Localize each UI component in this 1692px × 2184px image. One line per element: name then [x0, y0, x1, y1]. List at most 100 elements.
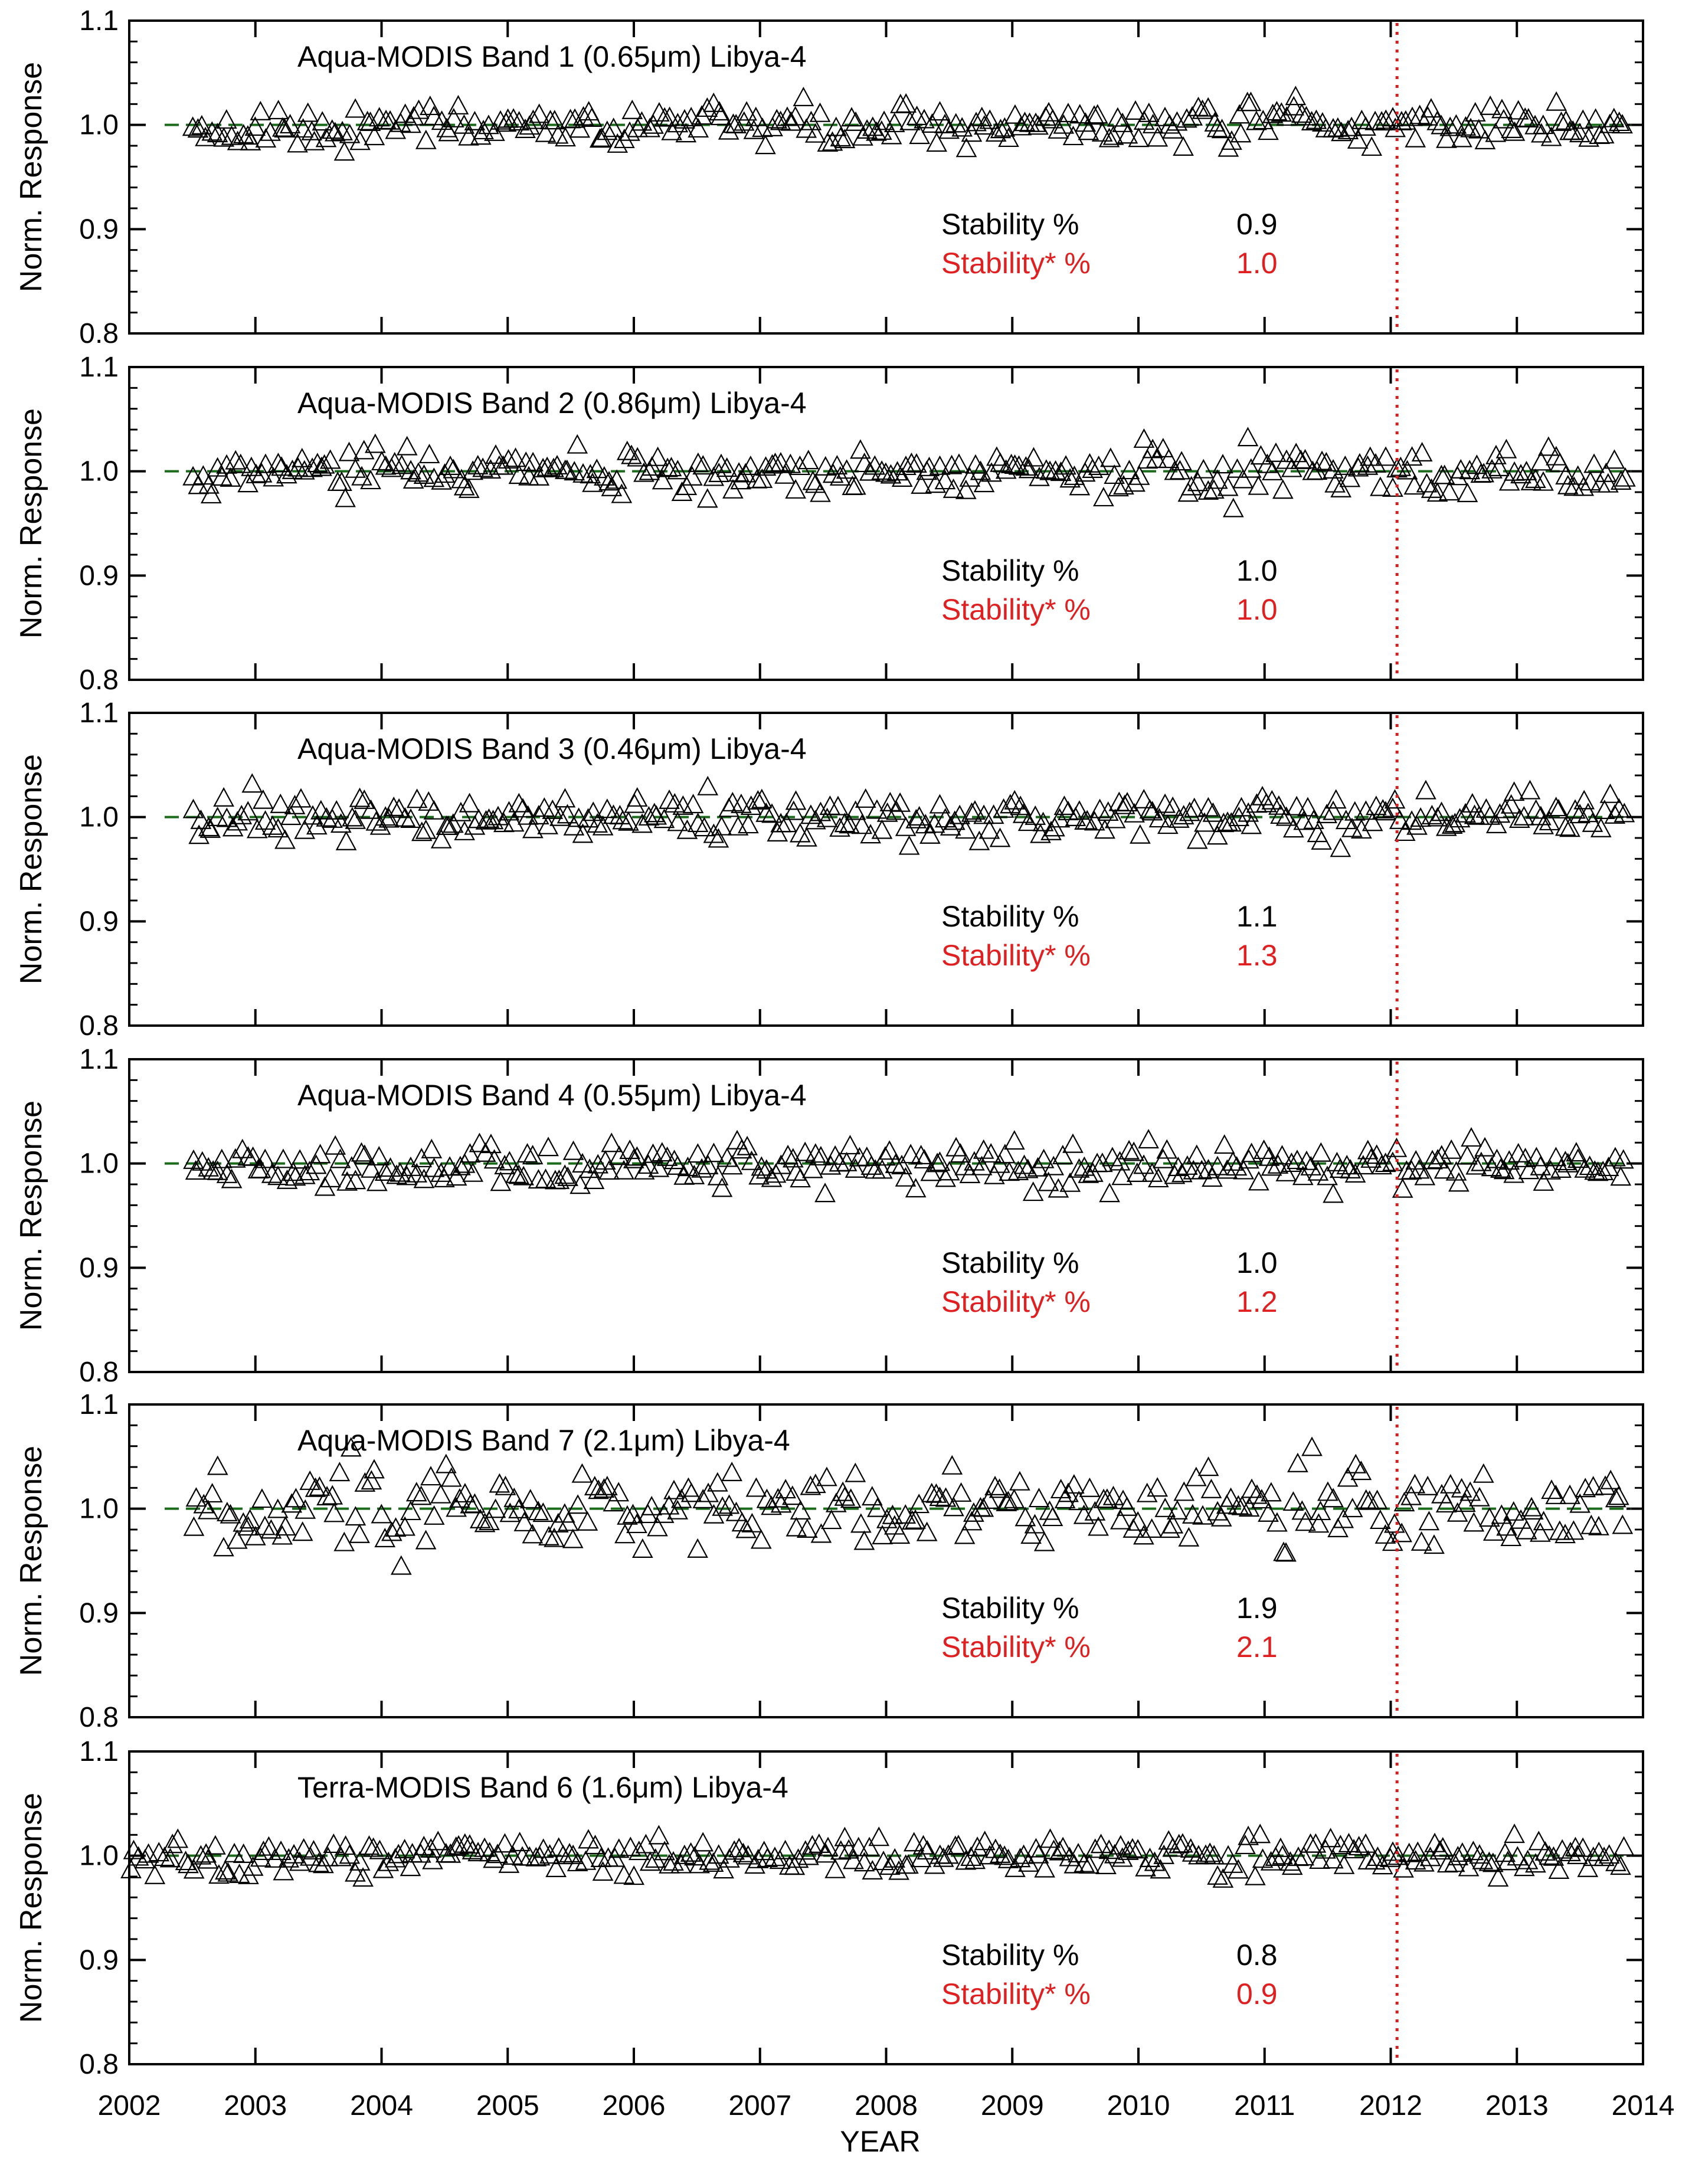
data-point — [331, 471, 352, 491]
data-point — [193, 1494, 215, 1514]
data-point — [914, 109, 935, 129]
data-point — [876, 802, 898, 822]
data-point — [697, 775, 719, 795]
data-point — [703, 1142, 725, 1163]
data-point — [1574, 1158, 1596, 1178]
data-point — [459, 793, 480, 813]
data-point — [1150, 1859, 1171, 1879]
data-point — [213, 787, 234, 807]
data-point — [400, 113, 421, 133]
data-point — [1554, 1524, 1576, 1544]
data-point — [824, 1858, 846, 1878]
data-point — [254, 810, 276, 830]
data-point — [1413, 1852, 1435, 1872]
data-point — [903, 1832, 925, 1852]
data-point — [413, 1168, 435, 1188]
data-point — [1199, 1842, 1221, 1862]
data-point — [225, 450, 247, 470]
data-point — [845, 800, 866, 820]
data-point — [483, 1149, 505, 1169]
data-point — [919, 824, 941, 844]
data-point — [1431, 1145, 1452, 1165]
data-point — [1414, 1165, 1436, 1186]
data-point — [1333, 1854, 1355, 1874]
data-point — [687, 813, 709, 833]
data-point — [592, 816, 614, 836]
data-point — [1216, 1159, 1238, 1179]
data-point — [802, 1158, 823, 1178]
data-point — [1052, 1145, 1074, 1165]
data-point — [1587, 1161, 1609, 1181]
data-point — [571, 1463, 593, 1483]
data-point — [557, 1511, 579, 1531]
data-point — [503, 1487, 525, 1507]
data-point — [1059, 1172, 1081, 1192]
data-point — [567, 1494, 588, 1514]
data-point — [1048, 1178, 1069, 1198]
x-tick-label: 2009 — [981, 2090, 1044, 2121]
data-point — [325, 1135, 346, 1155]
data-point — [735, 463, 757, 483]
data-point — [274, 1516, 296, 1536]
data-point — [1187, 471, 1209, 492]
data-point — [1417, 1475, 1438, 1495]
data-point — [711, 453, 732, 473]
data-point — [1315, 1839, 1336, 1859]
data-point — [358, 1835, 380, 1855]
data-point — [254, 1148, 276, 1168]
data-point — [1590, 817, 1612, 837]
data-point — [1500, 1527, 1522, 1547]
data-point — [1460, 117, 1481, 137]
data-point — [342, 807, 363, 827]
data-point — [1042, 1507, 1063, 1527]
data-point — [721, 1461, 742, 1481]
data-point — [1329, 1158, 1351, 1178]
data-point — [867, 1497, 888, 1517]
data-point — [366, 1171, 388, 1191]
data-point — [796, 118, 817, 138]
data-point — [637, 1154, 659, 1174]
data-point — [891, 1154, 912, 1174]
data-point — [1049, 808, 1071, 828]
data-point — [1186, 1466, 1207, 1486]
y-tick-label: 1.0 — [79, 456, 119, 487]
data-point — [391, 454, 413, 474]
y-tick-label: 1.0 — [79, 802, 119, 833]
data-point — [439, 1156, 460, 1176]
data-point — [925, 1483, 947, 1503]
data-point — [1396, 460, 1418, 480]
data-point — [1076, 810, 1098, 830]
data-point — [447, 94, 469, 114]
data-point — [144, 1864, 166, 1884]
data-point — [1562, 120, 1584, 140]
data-point — [1444, 813, 1466, 833]
data-point — [688, 118, 709, 138]
data-point — [989, 1843, 1011, 1863]
data-point — [1592, 1160, 1614, 1180]
data-point — [1543, 1846, 1565, 1866]
data-point — [608, 1838, 630, 1858]
data-point — [1336, 1155, 1358, 1175]
data-point — [633, 1160, 655, 1180]
data-point — [321, 119, 343, 139]
data-point — [1100, 447, 1121, 467]
data-point — [1230, 123, 1252, 143]
data-point — [489, 1473, 510, 1493]
data-point — [850, 1513, 872, 1533]
data-point — [538, 1525, 559, 1546]
data-point — [761, 803, 783, 823]
data-point — [1327, 117, 1349, 137]
data-point — [394, 807, 416, 827]
data-point — [549, 806, 571, 826]
data-point — [271, 117, 293, 137]
data-point — [1154, 1497, 1176, 1517]
data-point — [1192, 1505, 1213, 1525]
data-point — [950, 1482, 972, 1502]
y-tick-label: 0.8 — [79, 1357, 119, 1388]
data-point — [1261, 1156, 1282, 1176]
data-point — [583, 1169, 605, 1189]
data-point — [949, 804, 971, 824]
data-point — [1448, 1172, 1470, 1192]
data-point — [994, 1144, 1016, 1164]
data-point — [330, 1846, 352, 1867]
